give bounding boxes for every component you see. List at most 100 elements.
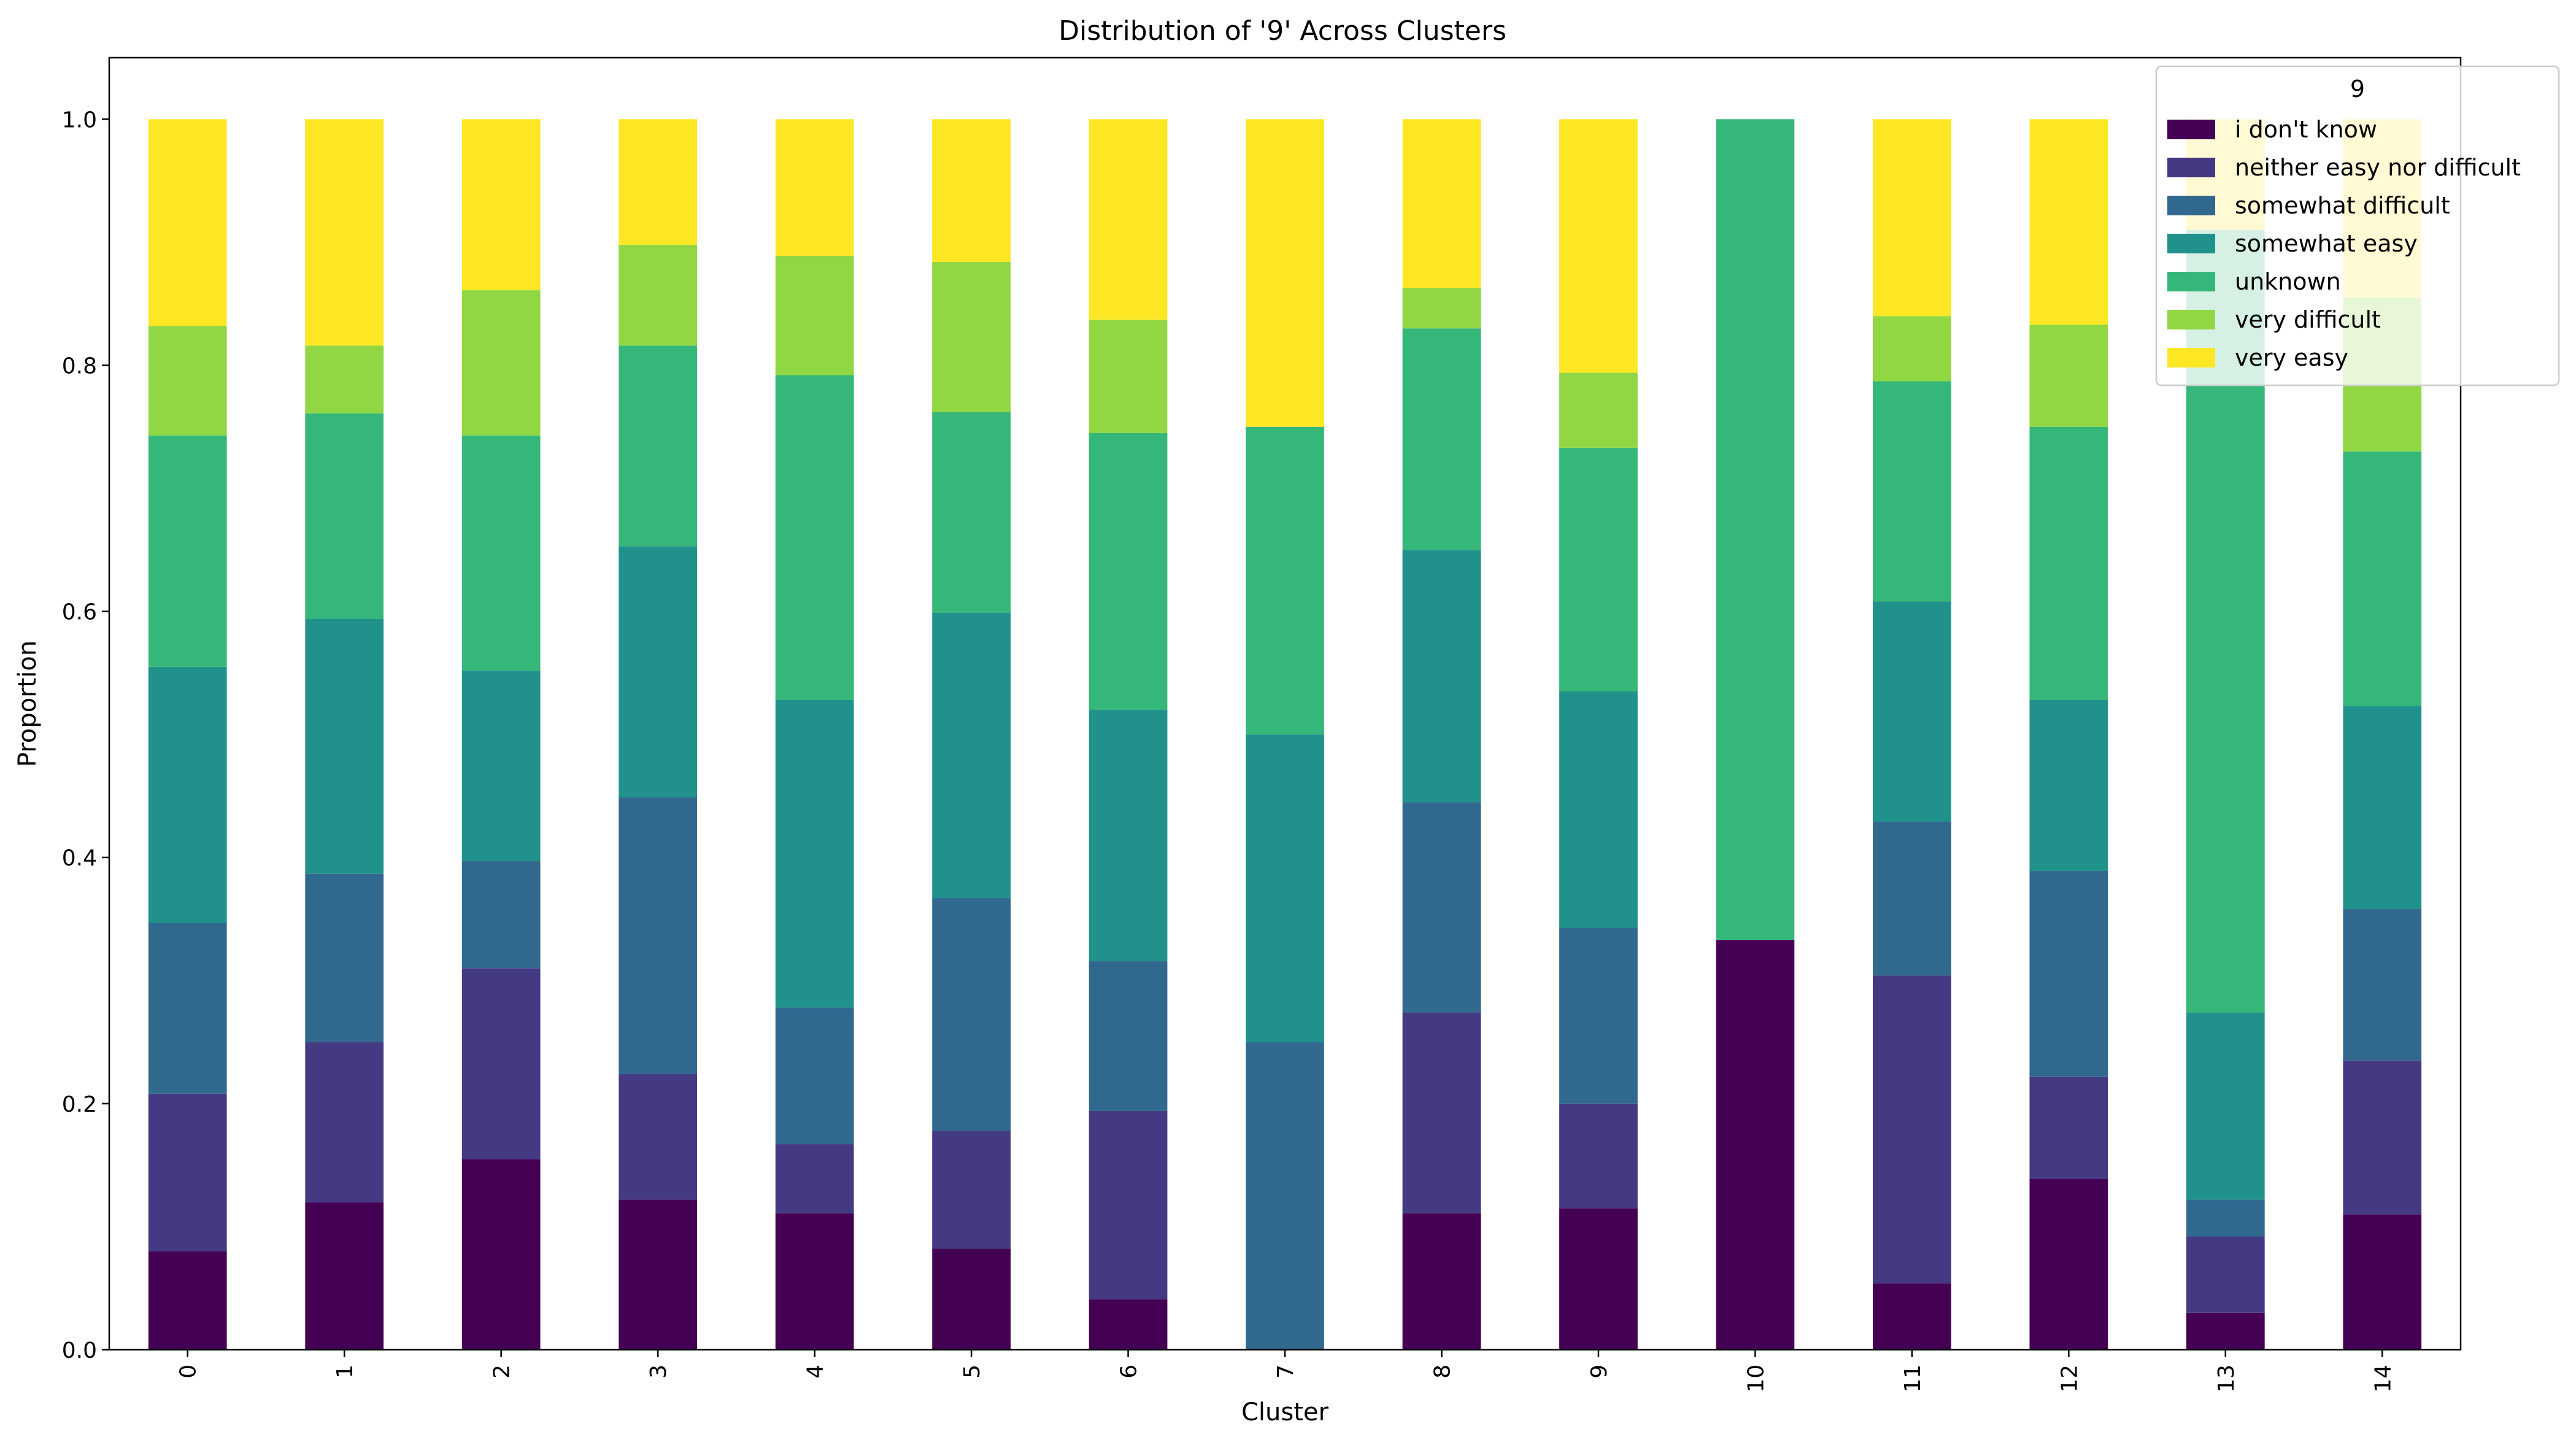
legend-label: neither easy nor difficult [2235,154,2521,181]
bar-cluster-5-series-2 [932,898,1011,1131]
y-tick-label: 0.2 [62,1092,97,1117]
legend-label: very easy [2235,344,2348,371]
legend-swatch [2167,158,2215,177]
bar-cluster-5-series-0 [932,1249,1011,1350]
bar-cluster-3-series-6 [619,119,697,245]
bar-cluster-14-series-3 [2343,706,2422,909]
bar-cluster-9-series-3 [1559,691,1638,928]
legend-swatch [2167,196,2215,215]
bar-cluster-9-series-2 [1559,928,1638,1104]
bar-cluster-14-series-1 [2343,1060,2422,1215]
bar-cluster-3-series-3 [619,546,697,798]
bar-cluster-2-series-2 [461,861,541,969]
bar-cluster-13-series-0 [2186,1312,2265,1350]
bar-cluster-0-series-0 [148,1251,227,1350]
bar-cluster-14-series-0 [2343,1214,2422,1350]
bar-cluster-11-series-3 [1873,601,1951,822]
bar-cluster-0-series-1 [148,1093,227,1252]
bar-cluster-8-series-3 [1402,550,1481,802]
bar-cluster-6-series-5 [1089,320,1168,433]
y-axis-label: Proportion [13,641,42,767]
x-tick-label: 9 [1587,1364,1612,1379]
bar-cluster-8-series-2 [1402,802,1481,1013]
bar-cluster-4-series-3 [775,699,854,1008]
bar-cluster-0-series-6 [148,119,227,326]
x-tick-label: 4 [803,1364,828,1379]
bar-cluster-4-series-5 [775,255,854,375]
bar-cluster-11-series-4 [1873,381,1951,602]
bar-cluster-7-series-3 [1246,734,1324,1042]
x-axis-label: Cluster [1241,1398,1329,1426]
bar-cluster-14-series-4 [2343,451,2422,707]
bar-cluster-2-series-1 [461,968,541,1160]
bar-cluster-8-series-4 [1402,328,1481,550]
x-tick-label: 8 [1430,1364,1455,1379]
x-tick-label: 5 [960,1364,985,1379]
bar-cluster-4-series-2 [775,1007,854,1145]
bar-cluster-7-series-4 [1246,426,1324,735]
legend-swatch [2167,310,2215,329]
bar-cluster-6-series-1 [1089,1110,1168,1299]
bar-cluster-11-series-6 [1873,119,1951,317]
bar-cluster-8-series-0 [1402,1213,1481,1350]
bar-cluster-9-series-5 [1559,372,1638,448]
bar-cluster-3-series-4 [619,345,697,547]
bar-cluster-10-series-0 [1716,940,1795,1350]
bar-cluster-6-series-4 [1089,433,1168,710]
bar-cluster-13-series-2 [2186,1199,2265,1237]
bar-cluster-0-series-2 [148,923,227,1094]
bar-cluster-9-series-1 [1559,1103,1638,1209]
x-tick-label: 12 [2057,1364,2082,1393]
legend-box [2155,65,2560,387]
y-tick-label: 0.0 [62,1338,97,1363]
legend-swatch [2167,234,2215,253]
bar-cluster-5-series-4 [932,412,1011,613]
bar-cluster-12-series-6 [2029,119,2108,325]
y-tick-label: 0.6 [62,600,97,625]
legend-title: 9 [2350,75,2365,102]
bar-cluster-12-series-5 [2029,325,2108,427]
bar-cluster-12-series-3 [2029,699,2108,871]
bar-cluster-9-series-0 [1559,1208,1638,1350]
bar-cluster-4-series-4 [775,375,854,700]
bar-cluster-14-series-2 [2343,909,2422,1061]
y-tick-label: 0.8 [62,353,97,379]
bar-cluster-1-series-6 [305,119,384,346]
legend-swatch [2167,120,2215,139]
bar-cluster-3-series-5 [619,244,697,346]
bar-cluster-4-series-0 [775,1213,854,1350]
x-tick-label: 1 [333,1364,358,1379]
x-tick-label: 7 [1273,1364,1298,1379]
x-tick-label: 11 [1900,1364,1926,1393]
bar-cluster-10-series-4 [1716,119,1795,941]
bar-cluster-1-series-2 [305,873,384,1042]
bar-cluster-6-series-6 [1089,119,1168,320]
bar-cluster-0-series-4 [148,435,227,667]
bar-cluster-8-series-6 [1402,119,1481,288]
bar-cluster-11-series-5 [1873,316,1951,382]
bar-cluster-1-series-3 [305,618,384,874]
bar-cluster-12-series-1 [2029,1076,2108,1179]
bar-cluster-8-series-5 [1402,288,1481,329]
bar-cluster-2-series-6 [461,119,541,291]
legend-label: i don't know [2235,116,2377,143]
legend-swatch [2167,348,2215,368]
bar-cluster-3-series-2 [619,797,697,1074]
bar-cluster-1-series-5 [305,345,384,414]
bar-cluster-2-series-5 [461,290,541,436]
bar-cluster-2-series-4 [461,435,541,671]
y-axis: 0.0 0.2 0.4 0.6 0.8 1.0 [62,107,109,1363]
bar-cluster-9-series-4 [1559,447,1638,691]
bar-cluster-13-series-3 [2186,1012,2265,1200]
bar-cluster-6-series-2 [1089,961,1168,1111]
x-tick-label: 3 [646,1364,671,1379]
bar-cluster-13-series-1 [2186,1236,2265,1313]
bar-cluster-12-series-2 [2029,871,2108,1077]
bar-cluster-6-series-0 [1089,1299,1168,1350]
bar-cluster-5-series-5 [932,261,1011,412]
bar-cluster-2-series-0 [461,1159,541,1350]
bar-cluster-0-series-3 [148,666,227,923]
bar-cluster-12-series-0 [2029,1179,2108,1350]
x-tick-label: 6 [1117,1364,1142,1379]
bar-cluster-11-series-2 [1873,822,1951,976]
